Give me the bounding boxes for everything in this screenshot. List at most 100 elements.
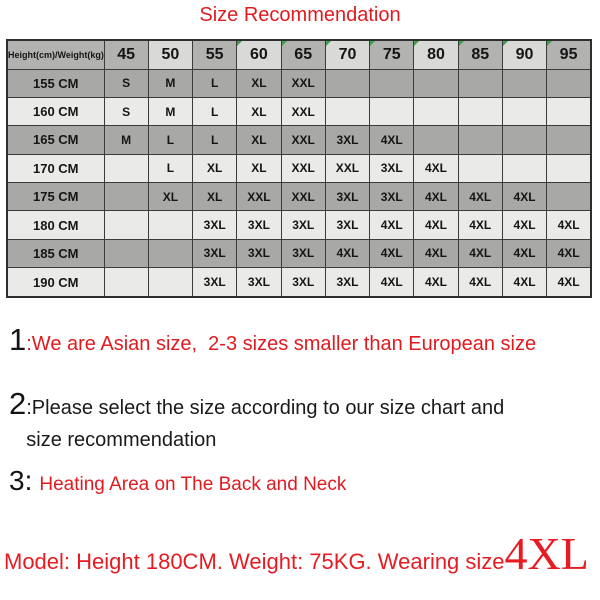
size-cell: 4XL: [369, 238, 415, 269]
size-cell: 4XL: [369, 267, 415, 298]
weight-header-cell: 45: [103, 39, 149, 70]
weight-header-cell: 70: [324, 39, 371, 70]
size-row: 160 CM S M L XL XXL: [6, 96, 592, 127]
size-cell: 4XL: [413, 210, 459, 240]
size-cell: [147, 238, 194, 269]
size-cell: [457, 153, 503, 184]
size-cell: [457, 68, 503, 98]
model-wearing-size: 4XL: [504, 528, 589, 579]
size-cell: 3XL: [324, 125, 371, 155]
size-cell: 4XL: [457, 238, 503, 269]
size-row: 155 CM S M L XL XXL: [6, 68, 592, 98]
size-cell: 3XL: [280, 210, 326, 240]
note-number: 1: [9, 322, 27, 357]
size-table-body: 155 CM S M L XL XXL 160 CM S M L XL XXL 165 CM M L L XL X…: [6, 68, 592, 298]
size-cell: XXL: [236, 181, 282, 212]
size-cell: 4XL: [413, 181, 459, 212]
note-number: 3:: [9, 465, 33, 496]
size-cell: XL: [192, 153, 238, 184]
size-cell: 4XL: [501, 267, 548, 298]
size-cell: XXL: [280, 153, 326, 184]
note-text: :We are Asian size, 2-3 sizes smaller th…: [26, 333, 537, 355]
size-cell: XL: [236, 125, 282, 155]
note-asian-size: 1:We are Asian size, 2-3 sizes smaller t…: [9, 324, 536, 356]
size-cell: S: [103, 96, 149, 127]
size-cell: XL: [236, 153, 282, 184]
size-cell: XXL: [280, 96, 326, 127]
size-cell: [546, 125, 592, 155]
size-cell: [546, 68, 592, 98]
size-cell: 3XL: [324, 181, 371, 212]
size-cell: 4XL: [369, 125, 415, 155]
size-cell: 4XL: [413, 153, 459, 184]
size-cell: [546, 153, 592, 184]
size-row: 180 CM 3XL 3XL 3XL 3XL 4XL 4XL 4XL 4XL 4XL: [6, 210, 592, 240]
size-cell: XL: [236, 96, 282, 127]
size-cell: [369, 96, 415, 127]
size-cell: XL: [147, 181, 194, 212]
size-cell: 4XL: [546, 210, 592, 240]
weight-header-cell: 95: [546, 39, 592, 70]
note-text: :Please select the size according to our…: [26, 397, 505, 419]
size-cell: 4XL: [324, 238, 371, 269]
size-cell: 3XL: [236, 238, 282, 269]
size-cell: [457, 96, 503, 127]
weight-header-cell: 75: [369, 39, 415, 70]
size-cell: 4XL: [546, 267, 592, 298]
size-cell: 4XL: [457, 210, 503, 240]
size-cell: XL: [236, 68, 282, 98]
size-cell: L: [192, 68, 238, 98]
size-cell: 4XL: [501, 181, 548, 212]
size-cell: [324, 68, 371, 98]
size-cell: 4XL: [413, 267, 459, 298]
size-table-head: Height(cm)/Weight(kg) 45 50 55 60 65 70 75 80 85 9…: [6, 39, 592, 70]
note-text-line2: size recommendation: [26, 429, 217, 451]
size-cell: 3XL: [369, 153, 415, 184]
size-cell: 3XL: [236, 210, 282, 240]
size-cell: [413, 96, 459, 127]
size-cell: [103, 210, 149, 240]
size-cell: [103, 267, 149, 298]
size-cell: 4XL: [546, 238, 592, 269]
size-row: 175 CM XL XL XXL XXL 3XL 3XL 4XL 4XL 4XL: [6, 181, 592, 212]
size-row: 165 CM M L L XL XXL 3XL 4XL: [6, 125, 592, 155]
height-label-cell: 165 CM: [6, 125, 105, 155]
size-cell: XXL: [280, 181, 326, 212]
page-title: Size Recommendation: [199, 4, 401, 26]
weight-header-cell: 65: [280, 39, 326, 70]
size-cell: [103, 181, 149, 212]
size-table: Height(cm)/Weight(kg) 45 50 55 60 65 70 75 80 85 9…: [6, 39, 592, 298]
weight-header-cell: 60: [236, 39, 282, 70]
size-cell: S: [103, 68, 149, 98]
size-cell: [413, 68, 459, 98]
model-info-text: Model: Height 180CM. Weight: 75KG. Weari…: [4, 549, 505, 574]
size-cell: 3XL: [192, 210, 238, 240]
size-cell: 3XL: [369, 181, 415, 212]
size-cell: [413, 125, 459, 155]
size-cell: [103, 153, 149, 184]
size-cell: 4XL: [457, 181, 503, 212]
size-cell: 3XL: [192, 267, 238, 298]
size-cell: [501, 125, 548, 155]
size-cell: 3XL: [192, 238, 238, 269]
size-cell: M: [147, 68, 194, 98]
size-cell: 4XL: [413, 238, 459, 269]
weight-header-cell: 55: [192, 39, 238, 70]
size-cell: 4XL: [369, 210, 415, 240]
size-cell: XL: [192, 181, 238, 212]
size-cell: M: [147, 96, 194, 127]
size-cell: [501, 153, 548, 184]
weight-header-cell: 80: [413, 39, 459, 70]
height-label-cell: 190 CM: [6, 267, 105, 298]
size-cell: [546, 181, 592, 212]
size-cell: L: [147, 153, 194, 184]
height-label-cell: 170 CM: [6, 153, 105, 184]
size-cell: L: [147, 125, 194, 155]
size-cell: [369, 68, 415, 98]
size-cell: XXL: [280, 125, 326, 155]
height-label-cell: 155 CM: [6, 68, 105, 98]
size-cell: [147, 210, 194, 240]
size-cell: 4XL: [501, 238, 548, 269]
size-cell: 3XL: [280, 267, 326, 298]
